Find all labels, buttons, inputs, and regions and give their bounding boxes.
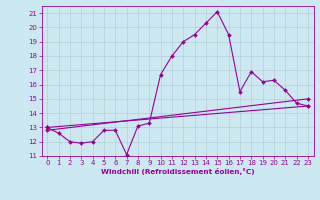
X-axis label: Windchill (Refroidissement éolien,°C): Windchill (Refroidissement éolien,°C) [101,168,254,175]
